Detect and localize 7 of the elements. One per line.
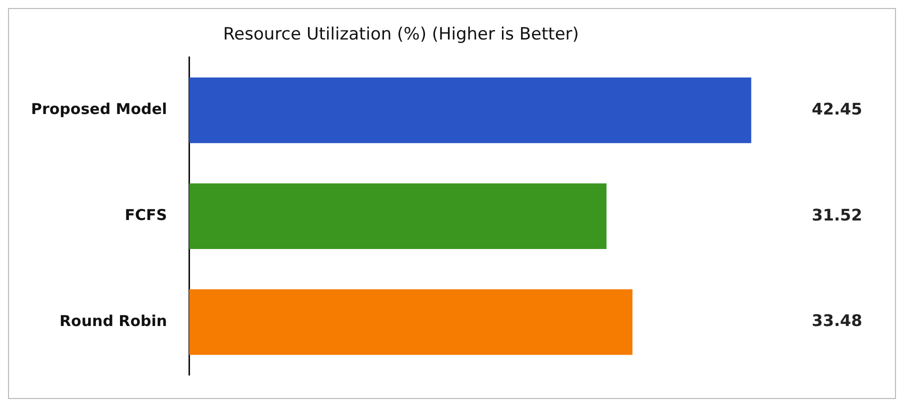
y-tick-label: Proposed Model [30, 100, 168, 118]
y-tick-label: FCFS [124, 206, 168, 224]
data-label: 31.52 [812, 205, 862, 224]
y-tick-label: Round Robin [59, 312, 168, 330]
data-label: 42.45 [812, 99, 862, 118]
chart-title: Resource Utilization (%) (Higher is Better) [223, 24, 579, 45]
data-label: 33.48 [812, 311, 862, 330]
